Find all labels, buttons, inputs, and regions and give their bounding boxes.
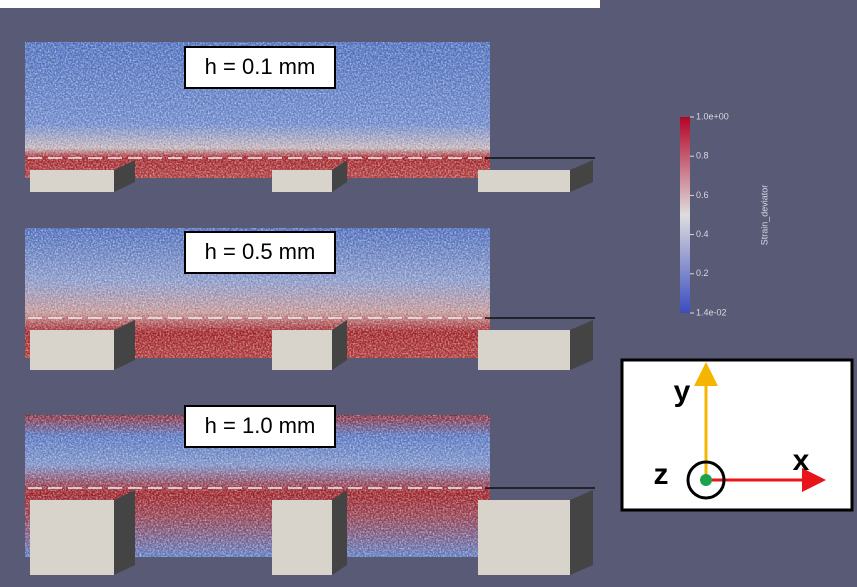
colorbar-tick-label: 0.6 [696,190,709,200]
support-face [30,500,114,575]
support-side [570,490,593,575]
colorbar [680,117,690,313]
top-strip [0,0,600,8]
z-dot [700,474,712,486]
support-side [570,320,593,370]
colorbar-tick-label: 0.4 [696,229,709,239]
support-side [114,320,135,370]
label-box [184,231,336,274]
panel-label: h = 1.0 mm [205,413,316,438]
z-circle [686,460,726,500]
support-side [114,490,135,575]
y-label: y [674,375,691,408]
label-box [184,46,336,89]
panels: h = 0.1 mm h = 0.5 mm h = 1.0 mm [25,42,595,575]
z-label: z [654,458,669,491]
colorbar-title: Strain_deviator [759,185,769,246]
support-face [272,330,332,370]
colorbar-ticks: 1.0e+00 0.8 0.6 0.4 0.2 1.4e-02 [690,111,729,317]
x-label: x [793,444,810,477]
panel-label: h = 0.5 mm [205,239,316,264]
colorbar-tick-label: 0.2 [696,268,709,278]
support-face [272,500,332,575]
colorbar-tick-label: 1.0e+00 [696,111,729,121]
support-side [570,160,593,192]
support-side [332,320,347,370]
support-side [114,160,135,192]
support-face [30,330,114,370]
support-side [332,490,347,575]
colorbar-tick-label: 0.8 [696,151,709,161]
support-face [478,330,570,370]
support-face [30,170,114,192]
support-face [478,170,570,192]
label-box [184,405,336,448]
panel-label: h = 0.1 mm [205,54,316,79]
support-side [332,160,347,192]
support-face [478,500,570,575]
colorbar-tick-label: 1.4e-02 [696,307,727,317]
support-face [272,170,332,192]
